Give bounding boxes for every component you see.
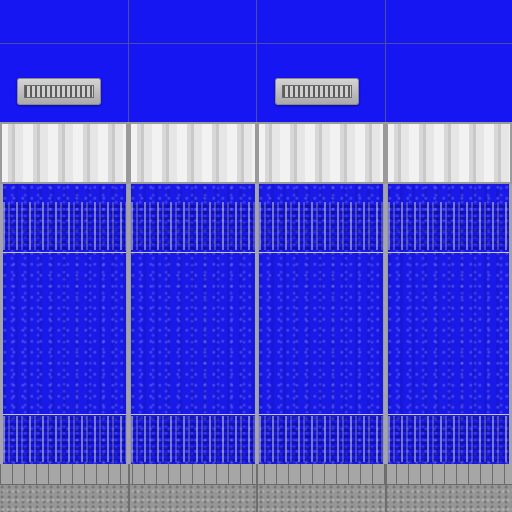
frame-post bbox=[127, 184, 130, 464]
grime-strip bbox=[131, 202, 255, 250]
upper-column-divider bbox=[256, 0, 257, 122]
white-stripe-panel bbox=[259, 124, 383, 182]
frame-post bbox=[255, 184, 258, 464]
white-stripe-panel bbox=[131, 124, 255, 182]
panel-seam bbox=[388, 414, 509, 415]
weathered-blue-panel bbox=[259, 184, 383, 464]
grime-strip bbox=[388, 416, 509, 462]
grime-strip bbox=[388, 202, 509, 250]
white-stripe-panel bbox=[2, 124, 126, 182]
white-stripe-band bbox=[0, 122, 512, 184]
upper-column-divider bbox=[128, 0, 129, 122]
panel-seam bbox=[3, 414, 126, 415]
grime-strip bbox=[131, 416, 255, 462]
panel-seam bbox=[259, 414, 383, 415]
panel-seam bbox=[388, 252, 509, 253]
panel-seam bbox=[131, 414, 255, 415]
weathered-blue-panel bbox=[388, 184, 509, 464]
curb-joint bbox=[128, 464, 130, 512]
panel-seam bbox=[131, 252, 255, 253]
vent-grille-icon bbox=[275, 78, 359, 105]
weathered-blue-panel bbox=[131, 184, 255, 464]
grime-strip bbox=[259, 416, 383, 462]
weathered-blue-panel bbox=[3, 184, 126, 464]
curb-joint bbox=[256, 464, 258, 512]
grime-strip bbox=[259, 202, 383, 250]
white-stripe-panel bbox=[388, 124, 510, 182]
grime-strip bbox=[3, 416, 126, 462]
upper-column-divider bbox=[385, 0, 386, 122]
frame-post bbox=[0, 184, 3, 464]
grime-strip bbox=[3, 202, 126, 250]
panel-seam bbox=[259, 252, 383, 253]
vent-grille-icon bbox=[17, 78, 101, 105]
frame-post bbox=[384, 184, 387, 464]
panel-seam bbox=[3, 252, 126, 253]
frame-post bbox=[509, 184, 512, 464]
curb-joint bbox=[385, 464, 387, 512]
